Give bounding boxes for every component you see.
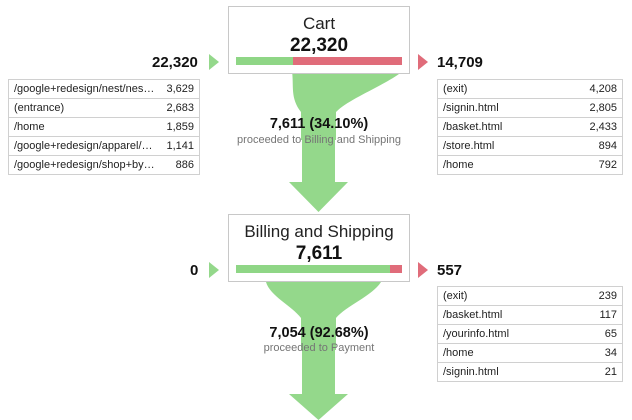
step-total: 7,611 — [295, 243, 343, 264]
funnel-shape-cart — [292, 71, 403, 140]
row-label: /signin.html — [443, 102, 499, 114]
proceeded-label: proceeded to Payment — [263, 342, 375, 354]
funnel-arrow-cart — [289, 182, 348, 212]
table-row[interactable]: /signin.html 21 — [438, 363, 622, 382]
row-value: 21 — [604, 366, 617, 378]
row-value: 2,433 — [589, 121, 617, 133]
row-value: 886 — [175, 159, 194, 171]
step-progress-fill — [236, 57, 293, 65]
table-row[interactable]: /google+redesign/apparel/… 1,141 — [9, 137, 199, 156]
funnel-stem-cart — [302, 140, 335, 182]
table-row[interactable]: /basket.html 117 — [438, 306, 622, 325]
row-value: 1,141 — [166, 140, 194, 152]
exit-destinations-table: (exit) 4,208 /signin.html 2,805 /basket.ht… — [437, 79, 623, 175]
table-row[interactable]: /yourinfo.html 65 — [438, 325, 622, 344]
proceeded-count: 7,611 (34.10%) — [269, 116, 369, 132]
row-value: 3,629 — [166, 83, 194, 95]
proceeded-count: 7,054 (92.68%) — [269, 325, 369, 341]
table-row[interactable]: /home 1,859 — [9, 118, 199, 137]
step-progress-fill — [236, 265, 390, 273]
step-box-billing-and-shipping[interactable]: Billing and Shipping 7,611 — [228, 214, 410, 282]
row-label: /home — [443, 347, 474, 359]
exit-arrow-icon — [418, 54, 428, 70]
entry-arrow-icon — [209, 262, 219, 278]
funnel-arrow-billing — [289, 394, 348, 420]
step-exits-count[interactable]: 557 — [437, 262, 463, 279]
exit-destinations-table: (exit) 239 /basket.html 117 /yourinfo.html… — [437, 286, 623, 382]
funnel-shape-billing — [266, 282, 381, 350]
step-entries-count[interactable]: 0 — [190, 262, 199, 279]
row-label: /home — [443, 159, 474, 171]
step-exits-count[interactable]: 14,709 — [437, 54, 483, 71]
step-total: 22,320 — [289, 35, 349, 56]
row-value: 4,208 — [589, 83, 617, 95]
funnel-stem-billing — [302, 350, 335, 394]
row-label: /google+redesign/shop+by… — [14, 159, 155, 171]
table-row[interactable]: (entrance) 2,683 — [9, 99, 199, 118]
row-value: 894 — [598, 140, 617, 152]
table-row[interactable]: /store.html 894 — [438, 137, 622, 156]
row-label: /home — [14, 121, 45, 133]
table-row[interactable]: /signin.html 2,805 — [438, 99, 622, 118]
row-label: (entrance) — [14, 102, 65, 114]
row-value: 2,683 — [166, 102, 194, 114]
row-label: /google+redesign/apparel/… — [14, 140, 153, 152]
entry-arrow-icon — [209, 54, 219, 70]
table-row[interactable]: /google+redesign/shop+by… 886 — [9, 156, 199, 175]
row-label: /basket.html — [443, 121, 503, 133]
row-value: 1,859 — [166, 121, 194, 133]
step-name: Cart — [302, 14, 336, 33]
row-label: /basket.html — [443, 309, 503, 321]
step-name: Billing and Shipping — [244, 222, 394, 241]
row-value: 117 — [599, 309, 617, 321]
step-entries-count[interactable]: 22,320 — [152, 54, 198, 71]
row-label: (exit) — [443, 290, 468, 302]
table-row[interactable]: (exit) 239 — [438, 287, 622, 306]
row-label: /yourinfo.html — [443, 328, 510, 340]
row-label: /google+redesign/nest/nes… — [14, 83, 155, 95]
entry-sources-table: /google+redesign/nest/nes… 3,629 (entranc… — [8, 79, 200, 175]
step-progress-bar — [236, 265, 402, 273]
exit-arrow-icon — [418, 262, 428, 278]
table-row[interactable]: /home 792 — [438, 156, 622, 175]
step-box-cart[interactable]: Cart 22,320 — [228, 6, 410, 74]
row-label: (exit) — [443, 83, 468, 95]
row-label: /signin.html — [443, 366, 499, 378]
table-row[interactable]: (exit) 4,208 — [438, 80, 622, 99]
row-value: 2,805 — [589, 102, 617, 114]
table-row[interactable]: /google+redesign/nest/nes… 3,629 — [9, 80, 199, 99]
row-value: 239 — [598, 290, 617, 302]
row-value: 34 — [604, 347, 617, 359]
table-row[interactable]: /basket.html 2,433 — [438, 118, 622, 137]
row-value: 792 — [598, 159, 617, 171]
proceeded-label: proceeded to Billing and Shipping — [237, 134, 401, 146]
step-progress-bar — [236, 57, 402, 65]
row-value: 65 — [604, 328, 617, 340]
row-label: /store.html — [443, 140, 495, 152]
table-row[interactable]: /home 34 — [438, 344, 622, 363]
